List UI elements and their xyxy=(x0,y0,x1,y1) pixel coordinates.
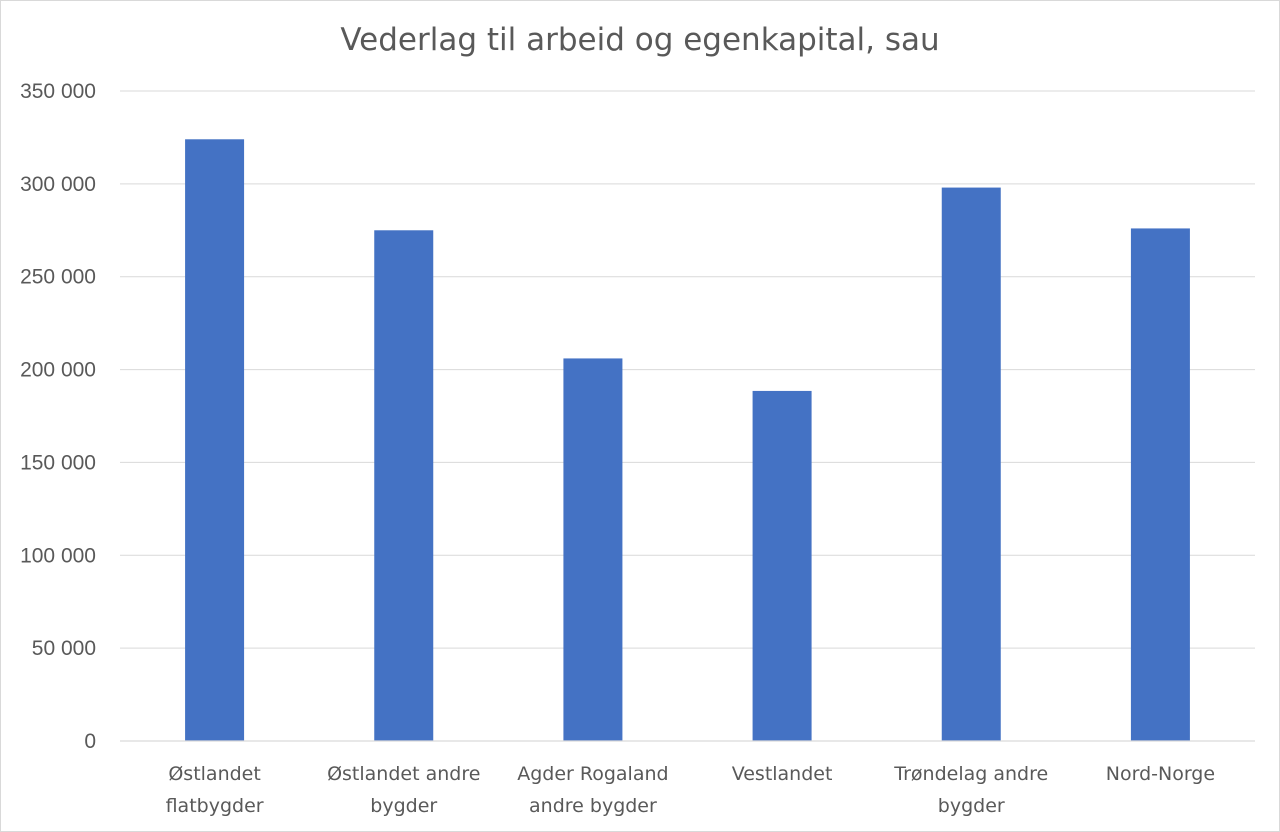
y-tick-label: 50 000 xyxy=(32,637,96,660)
x-category-label-line: andre bygder xyxy=(529,795,657,817)
x-category-label-line: Østlandet xyxy=(168,763,260,785)
y-tick-label: 200 000 xyxy=(20,359,96,382)
bars xyxy=(185,139,1190,742)
x-category-label-line: bygder xyxy=(938,795,1005,817)
x-category-label: Trøndelag andre bygder xyxy=(893,763,1048,817)
x-category-label: Østlandet andre bygder xyxy=(327,763,480,817)
x-category-label-line: Agder Rogaland xyxy=(517,763,668,785)
y-tick-label: 350 000 xyxy=(20,80,96,103)
y-tick-label: 300 000 xyxy=(20,173,96,196)
y-tick-label: 150 000 xyxy=(20,451,96,474)
x-category-label: Østlandet flatbygder xyxy=(166,763,264,817)
y-tick-label: 0 xyxy=(84,730,96,753)
y-tick-label: 250 000 xyxy=(20,266,96,289)
bar xyxy=(374,230,434,742)
bar xyxy=(752,390,812,741)
x-category-label-line: bygder xyxy=(370,795,437,817)
x-category-label-line: Østlandet andre xyxy=(327,763,480,785)
bar xyxy=(563,358,623,741)
x-category-label: Vestlandet xyxy=(732,763,833,785)
x-category-label-line: flatbygder xyxy=(166,795,264,817)
bar xyxy=(1130,228,1190,741)
bar xyxy=(185,139,245,742)
x-category-label-line: Trøndelag andre xyxy=(893,763,1048,785)
x-category-label: Agder Rogaland andre bygder xyxy=(517,763,668,817)
bar xyxy=(941,187,1001,742)
x-axis-category-labels: Østlandet flatbygder Østlandet andre bygder… xyxy=(166,763,1215,817)
x-category-label-line: Vestlandet xyxy=(732,763,833,785)
y-axis-tick-labels: 0 50 000 100 000 150 000 200 000 250 000 300 0… xyxy=(20,80,96,753)
gridlines xyxy=(120,90,1255,649)
x-category-label-line: Nord-Norge xyxy=(1106,763,1215,785)
chart-title: Vederlag til arbeid og egenkapital, sau xyxy=(340,22,940,58)
x-category-label: Nord-Norge xyxy=(1106,763,1215,785)
y-tick-label: 100 000 xyxy=(20,544,96,567)
